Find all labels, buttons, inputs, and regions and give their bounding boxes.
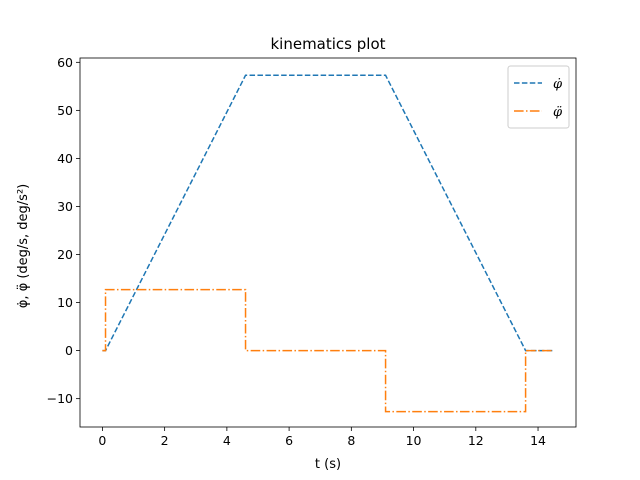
y-tick-label: 40 <box>57 151 73 166</box>
x-tick-label: 6 <box>285 433 293 448</box>
x-tick-label: 10 <box>406 433 422 448</box>
y-tick-label: 0 <box>65 343 73 358</box>
y-tick-label: 60 <box>57 55 73 70</box>
x-tick-label: 2 <box>161 433 169 448</box>
x-tick-label: 4 <box>223 433 231 448</box>
y-tick-label: 50 <box>57 103 73 118</box>
y-tick-label: 30 <box>57 199 73 214</box>
x-tick-label: 14 <box>530 433 546 448</box>
y-axis-label: φ̇, φ̈ (deg/s, deg/s²) <box>16 184 31 308</box>
x-axis-label: t (s) <box>315 457 341 472</box>
y-tick-label: 10 <box>57 295 73 310</box>
x-tick-label: 12 <box>468 433 484 448</box>
axes-frame <box>79 57 577 428</box>
legend: φ̇ φ̈ <box>507 65 570 129</box>
legend-box <box>507 65 570 129</box>
x-tick-label: 0 <box>98 433 106 448</box>
chart-title: kinematics plot <box>270 35 385 53</box>
legend-label: φ̇ <box>553 77 563 92</box>
x-axis: 0 2 4 6 8 10 12 14 <box>98 427 546 448</box>
plot-area <box>79 57 577 428</box>
y-tick-label: −10 <box>47 391 73 406</box>
y-tick-label: 20 <box>57 247 73 262</box>
y-axis: −10 0 10 20 30 40 50 60 <box>47 55 80 406</box>
x-tick-label: 8 <box>347 433 355 448</box>
series-line-phi-ddot <box>102 288 554 413</box>
legend-label: φ̈ <box>553 105 563 120</box>
